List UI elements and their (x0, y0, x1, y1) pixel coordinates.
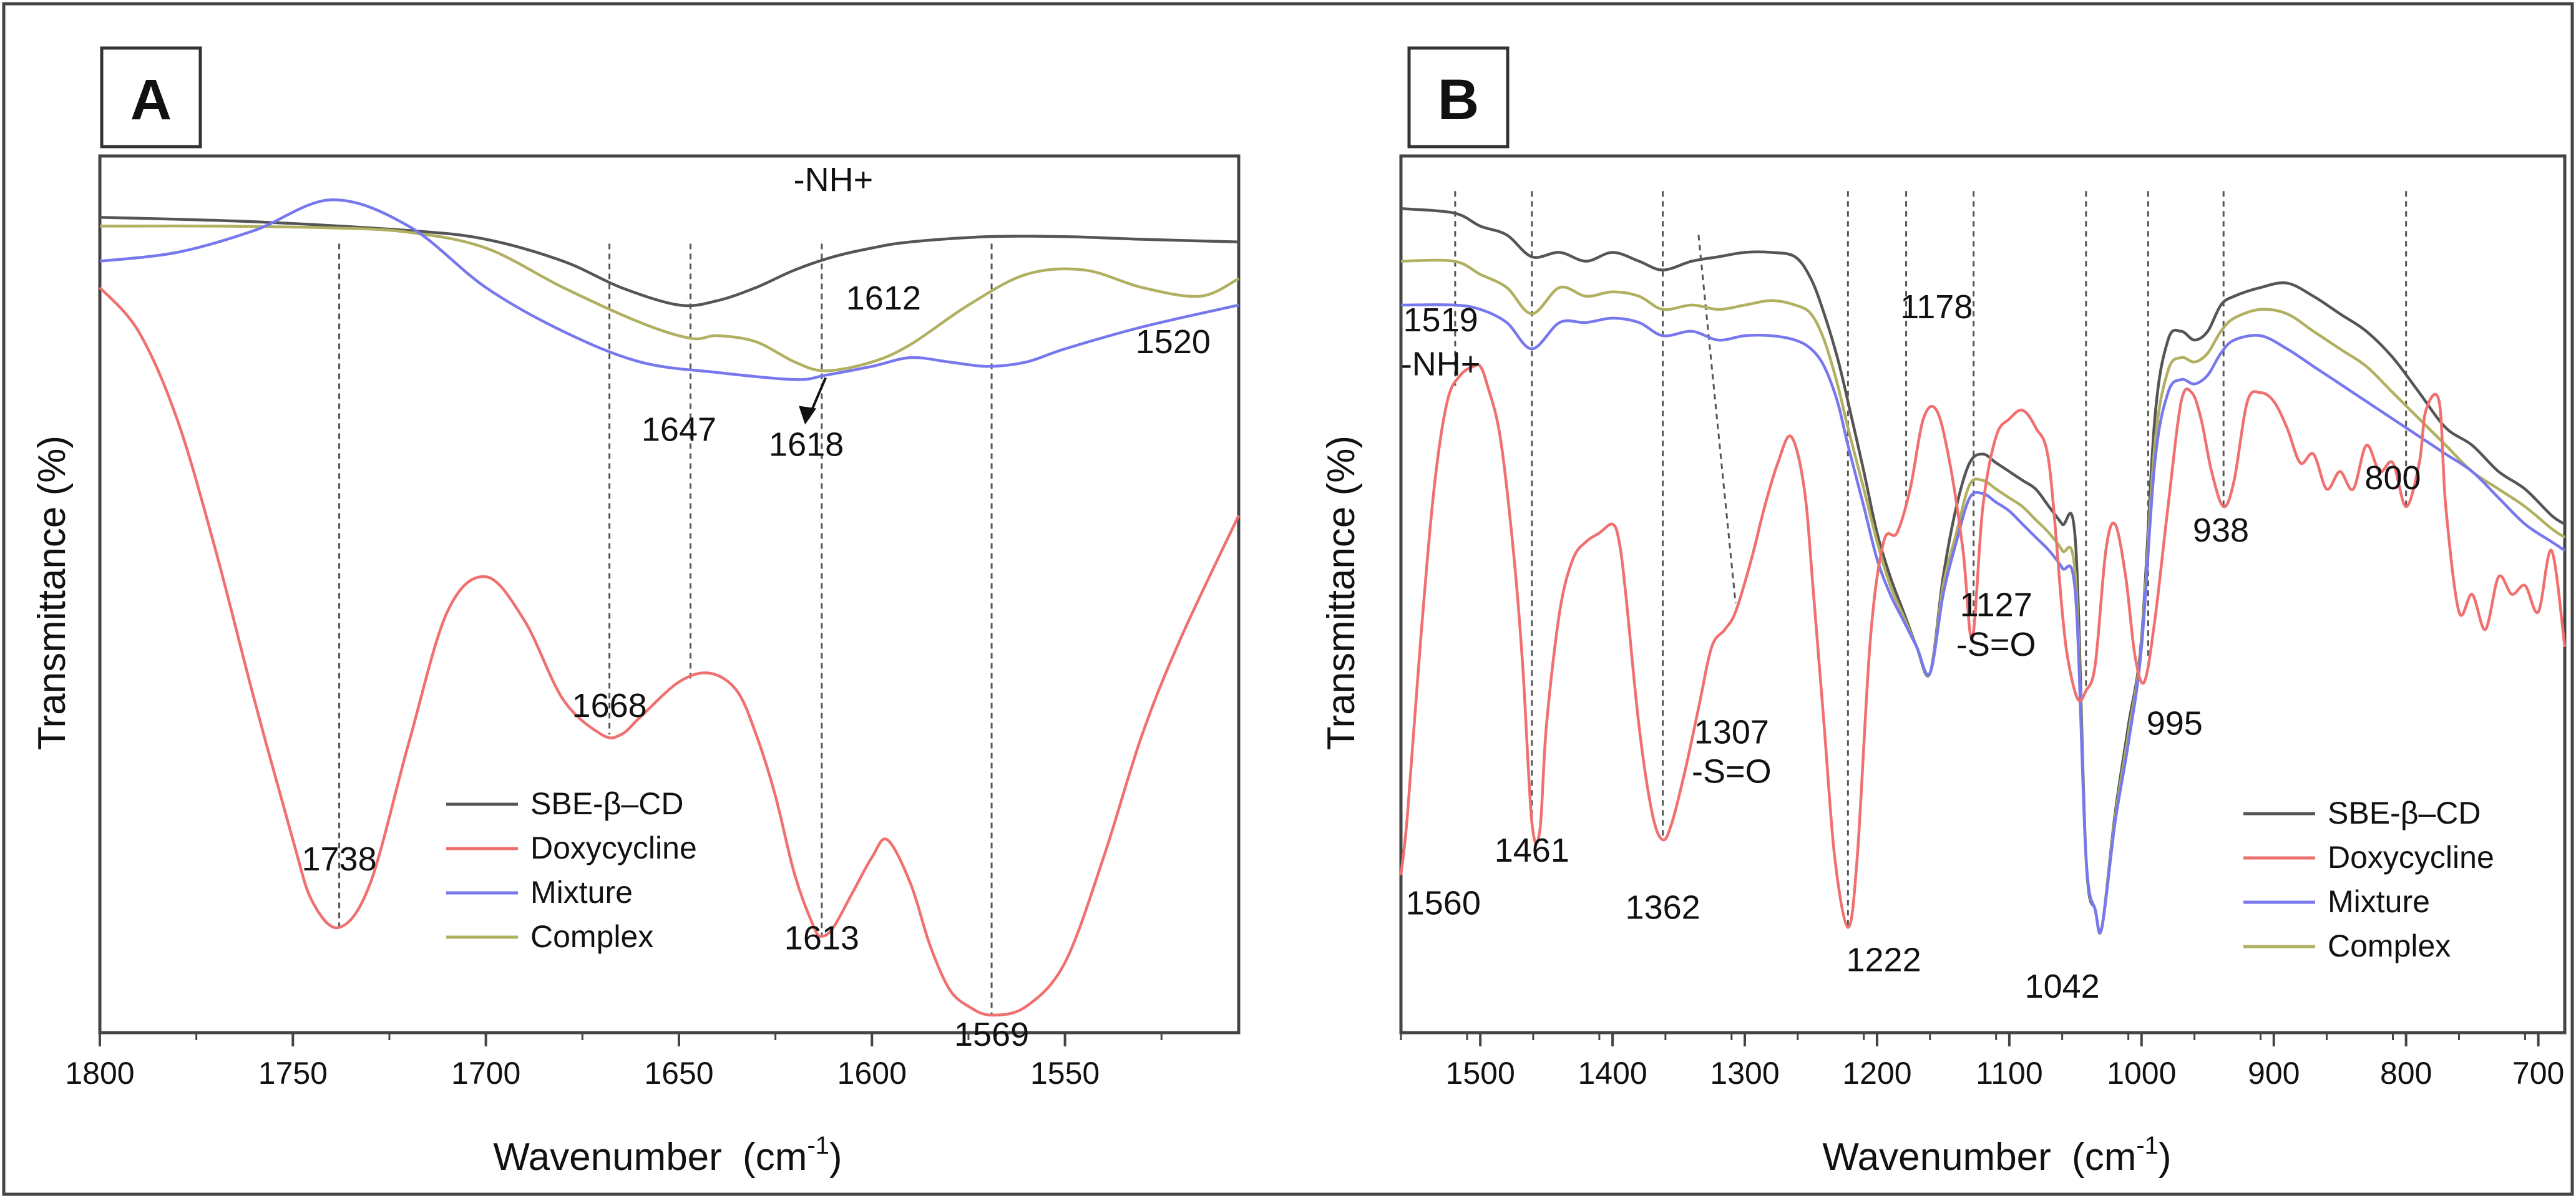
panel-a-x-tick-label: 1600 (837, 1056, 907, 1091)
panel-b-peak-annotation: 1560 (1406, 884, 1481, 922)
panel-b-peak-annotation: 800 (2364, 459, 2421, 497)
panel-a-peak-annotation: 1738 (301, 840, 376, 878)
panel-b-xlabel: Wavenumber (1822, 1136, 2051, 1179)
panel-b-legend-entry: SBE-β–CD (2328, 796, 2481, 830)
svg-text:Wavenumber (cm-1): Wavenumber (cm-1) (1822, 1132, 2171, 1179)
panel-a-xlabel-unit: (cm (743, 1136, 807, 1179)
panel-a-label: A (130, 68, 172, 132)
panel-b-peak-annotation: 938 (2193, 512, 2249, 549)
panel-a-legend-entry: Doxycycline (530, 830, 697, 865)
panel-a-xlabel-sup: -1 (807, 1132, 829, 1159)
panel-b-peak-annotation: 1042 (2025, 968, 2100, 1005)
panel-a-xlabel: Wavenumber (493, 1136, 721, 1179)
panel-b-peak-annotation: 995 (2147, 704, 2203, 742)
panel-b-peak-annotation: 1307 (1694, 713, 1769, 751)
panel-b-label-box: B (1407, 46, 1510, 149)
panel-b-x-tick-label: 1100 (1976, 1056, 2043, 1091)
panel-a-label-box: A (100, 46, 202, 149)
panel-a-legend-entry: SBE-β–CD (530, 786, 683, 821)
panel-a-peak-annotation: 1569 (954, 1016, 1029, 1053)
panel-b-peak-annotation: 1222 (1846, 942, 1921, 979)
panel-b-legend-entry: Mixture (2328, 884, 2430, 919)
panel-b-ylabel: Transmittance (%) (1320, 436, 1363, 750)
panel-b-peak-annotation: -S=O (1692, 753, 1772, 791)
panel-b-series-complex-line (1400, 258, 2566, 935)
panel-a-x-tick-label: 1800 (65, 1056, 134, 1091)
panel-b-xlabel-unit: (cm (2072, 1136, 2136, 1179)
panel-a-x-tick-label: 1550 (1030, 1056, 1100, 1091)
panel-a-peak-annotation: 1612 (846, 280, 921, 317)
panel-a: A 1800 1750 1700 1650 1600 1550 -NH+ 1612 1520 16… (31, 46, 1241, 1179)
panel-b-xlabel-close: ) (2159, 1136, 2172, 1179)
panel-a-series-doxy-line (99, 286, 1241, 1017)
panel-b-series-mixture-line (1400, 303, 2566, 934)
panel-b-legend-entry: Doxycycline (2328, 840, 2494, 875)
panel-b-x-tick-label: 1200 (1842, 1056, 1911, 1091)
panel-b: B 1500 1400 1300 1200 1100 1000 900 800 700 1519 -… (1320, 46, 2567, 1179)
panel-b-x-tick-label: 700 (2512, 1056, 2564, 1091)
panel-b-plot-frame (1399, 154, 2567, 1035)
panel-a-x-tick-label: 1700 (451, 1056, 520, 1091)
panel-b-peak-annotation: 1461 (1495, 832, 1569, 869)
panel-b-peak-annotation: 1519 (1403, 301, 1478, 339)
panel-a-legend-entry: Complex (530, 919, 653, 954)
panel-a-plot-frame (98, 154, 1241, 1035)
panel-a-peak-annotation: 1618 (769, 426, 844, 464)
panel-b-series-doxy-line (1399, 363, 2567, 929)
panel-b-slanted-guide-line (1697, 235, 1737, 603)
panel-b-x-tick-label: 1500 (1446, 1056, 1515, 1091)
panel-a-ylabel: Transmittance (%) (31, 436, 74, 750)
panel-a-plot: 1800 1750 1700 1650 1600 1550 -NH+ 1612 1520 1647… (65, 154, 1241, 1091)
panel-a-xlabel-close: ) (829, 1136, 842, 1179)
panel-a-arrow-head (799, 406, 817, 425)
panel-b-peak-annotation: 1362 (1626, 889, 1700, 926)
panel-b-x-tick-label: 1300 (1710, 1056, 1779, 1091)
panel-a-legend-entry: Mixture (530, 875, 633, 910)
panel-b-peak-annotation: -S=O (1956, 626, 2036, 663)
panel-b-peak-annotation: -NH+ (1401, 345, 1481, 382)
panel-a-x-axis-title: Wavenumber (cm-1) (493, 1132, 842, 1179)
panel-a-series-complex-line (99, 224, 1240, 373)
panel-b-label: B (1438, 68, 1479, 132)
panel-a-peak-annotation: 1668 (572, 687, 647, 724)
panel-a-series-sbe-line (99, 216, 1239, 308)
panel-a-x-tick-label: 1650 (644, 1056, 713, 1091)
panel-a-series-mixture-line (99, 198, 1239, 381)
panel-b-x-tick-label: 800 (2380, 1056, 2432, 1091)
panel-a-peak-annotation: 1520 (1136, 323, 1211, 361)
panel-b-x-tick-label: 900 (2248, 1056, 2300, 1091)
panel-b-x-tick-label: 1000 (2107, 1056, 2176, 1091)
panel-b-plot: 1500 1400 1300 1200 1100 1000 900 800 700 1519 -NH… (1399, 154, 2567, 1091)
panel-a-peak-annotation: 1613 (784, 920, 859, 957)
panel-b-series-sbe-line (1400, 207, 2566, 935)
panel-b-x-tick-label: 1400 (1578, 1056, 1647, 1091)
panel-b-legend-entry: Complex (2328, 928, 2451, 963)
panel-a-x-tick-label: 1750 (258, 1056, 328, 1091)
panel-b-peak-annotation: 1178 (1900, 288, 1973, 326)
panel-b-x-axis-title: Wavenumber (cm-1) (1822, 1132, 2171, 1179)
panel-b-peak-annotation: 1127 (1960, 587, 2032, 624)
panel-b-xlabel-sup: -1 (2136, 1132, 2159, 1159)
panel-a-peak-annotation: -NH+ (794, 161, 874, 198)
panel-a-peak-annotation: 1647 (642, 411, 716, 449)
svg-text:Wavenumber (cm-1): Wavenumber (cm-1) (493, 1132, 842, 1179)
